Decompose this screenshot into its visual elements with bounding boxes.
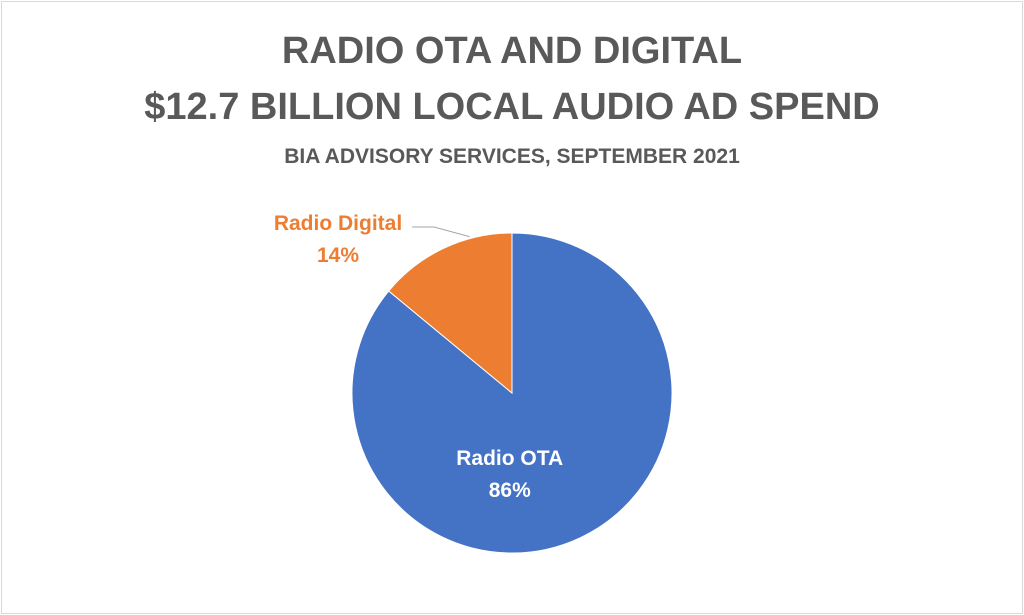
data-label-value-radio-digital: 14%	[317, 244, 359, 267]
chart-title: RADIO OTA AND DIGITAL	[281, 30, 743, 72]
data-label-value-radio-ota: 86%	[489, 479, 531, 502]
leader-line-radio-digital	[412, 226, 470, 238]
chart-title-line-2: $12.7 BILLION LOCAL AUDIO AD SPEND	[144, 86, 880, 128]
data-label-name-radio-digital: Radio Digital	[274, 212, 402, 235]
pie-slice-radio-digital	[388, 232, 513, 395]
data-label-name-radio-ota: Radio OTA	[456, 447, 563, 470]
chart-subtitle: BIA ADVISORY SERVICES, SEPTEMBER 2021	[284, 145, 740, 168]
